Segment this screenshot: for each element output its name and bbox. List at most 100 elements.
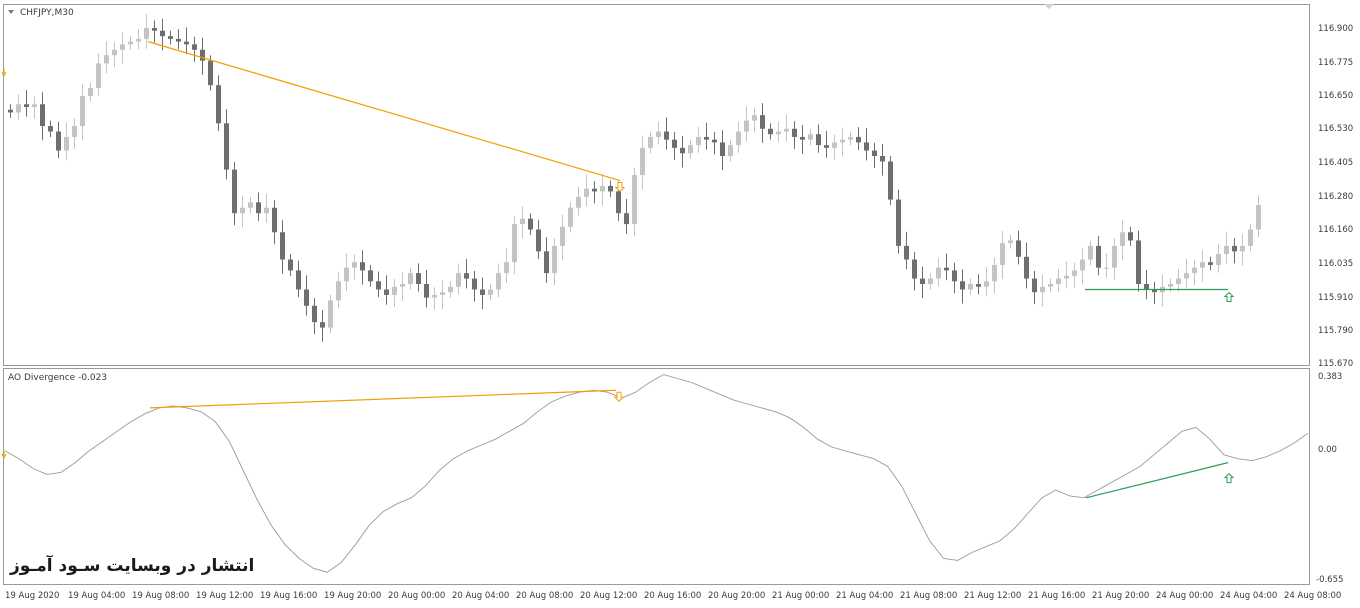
candle-body (136, 38, 141, 42)
candle-body (32, 104, 37, 107)
candle-body (144, 28, 149, 39)
candle-body (968, 284, 973, 290)
candle-body (1032, 278, 1037, 293)
candle-body (88, 87, 93, 97)
sub-panel-frame (3, 368, 1310, 585)
candle-body (416, 273, 421, 285)
candle-body (240, 207, 245, 214)
candle-body (680, 147, 685, 154)
candle-body (672, 139, 677, 148)
candle-body (472, 278, 477, 290)
candle-body (488, 289, 493, 295)
ao-axis: 0.383 0.00 -0.655 (1316, 372, 1343, 585)
candle-body (504, 262, 509, 274)
candle-body (912, 259, 917, 279)
candle-body (184, 41, 189, 45)
price-label: 115.910 (1318, 293, 1353, 303)
candle-body (328, 300, 333, 328)
candle-body (1080, 259, 1085, 271)
candle-body (1040, 286, 1045, 293)
price-label: 116.405 (1318, 158, 1353, 168)
candle-body (768, 128, 773, 135)
candle-body (928, 278, 933, 285)
candle-body (1016, 240, 1021, 257)
candle-body (1120, 232, 1125, 246)
candle-body (1200, 262, 1205, 268)
time-label: 24 Aug 04:00 (1220, 591, 1277, 601)
candle-body (800, 136, 805, 140)
candle-body (72, 126, 77, 137)
candle-body (920, 278, 925, 285)
candle-body (544, 251, 549, 274)
candle-body (232, 169, 237, 214)
candle-body (16, 104, 21, 113)
candle-body (208, 60, 213, 86)
candle-body (8, 109, 13, 113)
time-label: 24 Aug 08:00 (1284, 591, 1341, 601)
candle-body (1000, 243, 1005, 265)
candle-body (1072, 270, 1077, 276)
candle-body (560, 226, 565, 246)
candle-body (1168, 284, 1173, 287)
candle-body (936, 267, 941, 279)
candle-body (216, 85, 221, 124)
ao-value-label: -0.655 (1316, 575, 1343, 585)
price-label: 116.900 (1318, 24, 1353, 34)
candle-body (704, 136, 709, 140)
candle-body (736, 131, 741, 146)
candle-body (312, 305, 317, 323)
left-arrow-icon (1, 450, 7, 460)
candle-body (1192, 267, 1197, 274)
candle-body (64, 136, 69, 151)
candle-body (632, 175, 637, 225)
candle-body (1048, 284, 1053, 287)
time-label: 20 Aug 08:00 (516, 591, 573, 601)
candle-body (552, 245, 557, 274)
time-label: 19 Aug 20:00 (324, 591, 381, 601)
candle-body (528, 218, 533, 230)
candle-body (584, 188, 589, 197)
candle-body (1096, 245, 1101, 268)
candle-body (104, 55, 109, 64)
candle-body (872, 150, 877, 157)
candle-body (720, 142, 725, 157)
candle-body (896, 199, 901, 246)
candle-body (1112, 245, 1117, 268)
candle-body (624, 213, 629, 225)
candle-body (344, 267, 349, 282)
candle-body (664, 131, 669, 140)
candle-body (168, 36, 173, 39)
candle-body (976, 284, 981, 287)
divergence-layer (147, 41, 1235, 499)
price-label: 116.280 (1318, 192, 1353, 202)
candle-body (56, 131, 61, 151)
time-label: 19 Aug 16:00 (260, 591, 317, 601)
time-label: 21 Aug 20:00 (1092, 591, 1149, 601)
candle-body (336, 281, 341, 301)
candle-body (1128, 232, 1133, 241)
candle-body (1224, 245, 1229, 255)
candle-body (1216, 254, 1221, 265)
candle-body (512, 224, 517, 263)
candle-body (264, 207, 269, 214)
time-label: 21 Aug 00:00 (772, 591, 829, 601)
candle-body (448, 286, 453, 293)
candle-body (496, 273, 501, 290)
candle-body (96, 63, 101, 88)
time-label: 20 Aug 16:00 (644, 591, 701, 601)
candle-body (152, 28, 157, 31)
ao-line-layer (4, 374, 1309, 573)
candle-body (904, 245, 909, 260)
price-label: 116.530 (1318, 124, 1353, 134)
price-label: 116.160 (1318, 225, 1353, 235)
candle-body (1064, 275, 1069, 279)
time-label: 19 Aug 2020 (5, 591, 59, 601)
price-label: 116.035 (1318, 259, 1353, 269)
candle-body (360, 262, 365, 271)
candle-body (1240, 245, 1245, 252)
time-axis: 19 Aug 2020 19 Aug 04:00 19 Aug 08:00 19… (5, 591, 1341, 601)
symbol-dropdown-icon[interactable] (8, 10, 14, 14)
chart-shift-marker[interactable] (1044, 4, 1054, 9)
ao-line (4, 374, 1309, 573)
